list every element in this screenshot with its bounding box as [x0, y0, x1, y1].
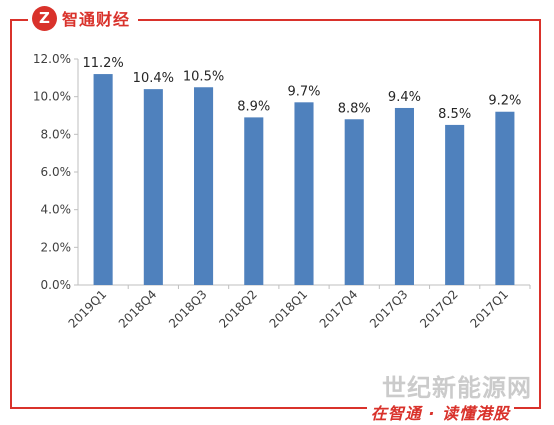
bar: [93, 74, 113, 285]
bar: [495, 111, 515, 285]
x-tick-label: 2017Q1: [467, 287, 511, 331]
x-tick-label: 2018Q2: [216, 287, 260, 331]
y-tick-label: 8.0%: [41, 127, 72, 141]
bar: [394, 107, 414, 285]
y-tick-label: 2.0%: [41, 240, 72, 254]
bar: [445, 124, 465, 286]
x-tick-label: 2019Q1: [66, 287, 110, 331]
bar: [344, 119, 364, 286]
bar: [143, 89, 163, 285]
x-tick-label: 2018Q1: [267, 287, 311, 331]
zhitong-logo-icon: Z: [32, 5, 57, 31]
y-tick-label: 4.0%: [41, 203, 72, 217]
y-tick-label: 12.0%: [33, 52, 71, 66]
data-label: 8.8%: [338, 101, 371, 116]
data-label: 10.5%: [183, 69, 224, 84]
brand-header: Z 智通财经: [28, 4, 139, 32]
watermark-text: 世纪新能源网: [382, 374, 532, 402]
x-tick-label: 2017Q4: [317, 287, 361, 331]
y-tick-label: 6.0%: [41, 165, 72, 179]
bar: [294, 102, 314, 285]
y-tick-label: 0.0%: [41, 278, 72, 292]
x-tick-label: 2017Q3: [367, 287, 411, 331]
y-tick-label: 10.0%: [33, 90, 71, 104]
chart-frame: [10, 19, 541, 409]
brand-name: 智通财经: [62, 10, 131, 29]
brand-footer: 在智通 · 读懂港股: [366, 400, 514, 424]
data-label: 8.5%: [438, 107, 471, 122]
data-label: 10.4%: [133, 71, 174, 86]
x-tick-label: 2018Q3: [166, 287, 210, 331]
bar: [244, 117, 264, 285]
data-label: 9.2%: [488, 94, 521, 109]
footer-slogan: 在智通 · 读懂港股: [370, 404, 510, 423]
data-label: 11.2%: [82, 56, 123, 71]
x-tick-label: 2018Q4: [116, 287, 160, 331]
x-tick-label: 2017Q2: [417, 287, 461, 331]
data-label: 8.9%: [237, 99, 270, 114]
data-label: 9.4%: [388, 90, 421, 105]
data-label: 9.7%: [287, 84, 320, 99]
bar: [194, 87, 214, 285]
